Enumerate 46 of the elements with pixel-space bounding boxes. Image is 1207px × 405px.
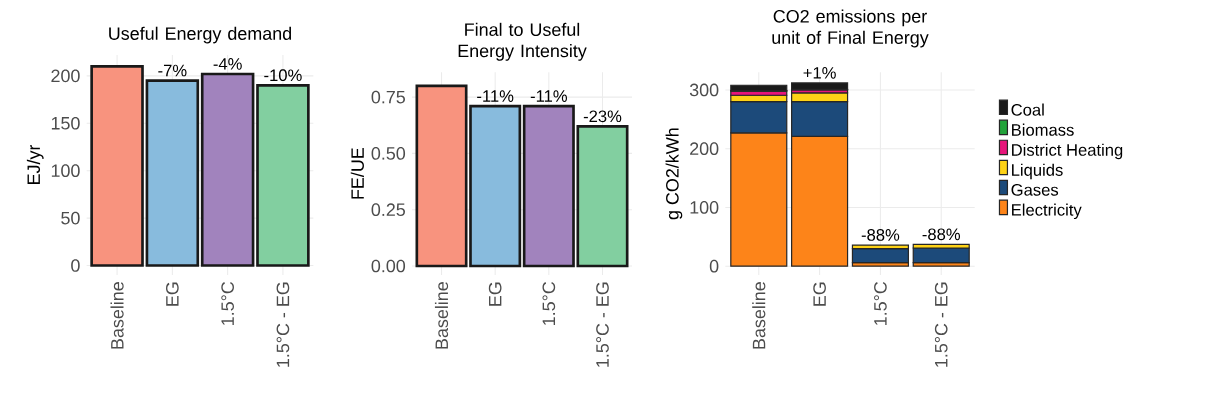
legend-label: Coal [1011,103,1044,116]
annotation: -88% [922,228,960,241]
chart-title: Final to Useful Energy Intensity [458,22,587,61]
annotation: +1% [803,67,836,79]
y-tick-label: 50 [61,211,80,225]
x-tick-label: Baseline [110,282,124,349]
legend-label: Electricity [1012,203,1082,220]
y-axis-title: g CO2/kWh [665,128,683,220]
x-tick-label: 1.5°C - EG [596,282,609,367]
y-tick-label: 200 [690,142,719,156]
annotation: -88% [861,229,900,241]
annotation: -11% [530,90,567,102]
y-tick-label: 0.00 [371,259,406,273]
annotation: -23% [583,110,622,123]
annotation: -11% [477,90,514,102]
legend-label: Gases [1011,183,1059,196]
y-tick-label: 150 [51,116,80,130]
y-tick-label: 300 [689,83,719,97]
legend-label: Liquids [1012,163,1063,180]
y-tick-label: 100 [51,164,80,178]
x-tick-label: Baseline [752,282,766,349]
chart-title: CO2 emissions per unit of Final Energy [772,9,929,48]
x-tick-label: 1.5°C [542,281,556,325]
y-tick-label: 0.50 [371,147,406,160]
x-tick-label: EG [488,282,502,306]
x-tick-label: 1.5°C [874,281,887,325]
annotation: -4% [213,58,242,70]
y-tick-label: 0.75 [371,90,406,104]
annotation: -10% [264,69,302,82]
legend-label: District Heating [1012,143,1123,160]
y-tick-label: 0 [709,259,719,273]
y-tick-label: 0 [71,259,80,272]
x-tick-label: EG [813,282,826,306]
x-tick-label: Baseline [434,282,449,349]
x-tick-label: 1.5°C - EG [276,282,290,367]
y-axis-title: EJ/yr [26,144,44,184]
x-tick-label: 1.5°C [221,281,234,325]
annotation: -7% [158,64,187,77]
x-tick-label: 1.5°C - EG [934,282,948,367]
x-tick-label: EG [166,282,179,306]
y-axis-title: FE/UE [350,148,364,199]
legend-label: Biomass [1012,123,1074,136]
y-tick-label: 200 [51,69,80,83]
y-tick-label: 0.25 [371,203,406,217]
chart-title: Useful Energy demand [109,26,291,44]
y-tick-label: 100 [690,201,719,214]
